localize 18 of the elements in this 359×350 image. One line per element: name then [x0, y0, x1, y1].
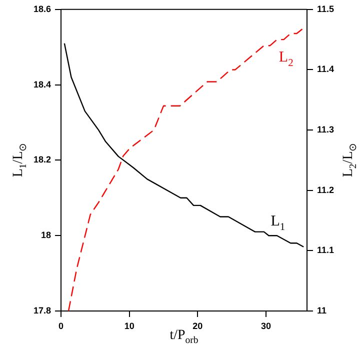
- y2-tick-label: 11: [317, 305, 327, 316]
- y-axis-title: L1/L⊙: [11, 143, 30, 178]
- x-tick-label: 10: [124, 320, 134, 331]
- y-tick-label: 17.8: [33, 305, 51, 316]
- y2-tick-label: 11.4: [317, 64, 334, 74]
- y-tick-label: 18.4: [33, 79, 51, 90]
- y-tick-label: 18.6: [33, 4, 51, 14]
- x-tick-label: 0: [58, 320, 64, 331]
- line-series: [68, 26, 305, 311]
- y2-axis-title: L2/L⊙: [341, 143, 359, 178]
- y2-tick-label: 11.3: [317, 124, 334, 135]
- x-tick-label: 30: [260, 320, 272, 331]
- y2-tick-label: 11.2: [317, 184, 334, 195]
- y-tick-label: 18.2: [33, 154, 51, 165]
- y-tick-label: 18: [40, 230, 51, 240]
- x-tick-label: 20: [192, 320, 203, 331]
- y2-tick-label: 11.1: [317, 245, 334, 256]
- y2-tick-label: 11.5: [317, 4, 334, 14]
